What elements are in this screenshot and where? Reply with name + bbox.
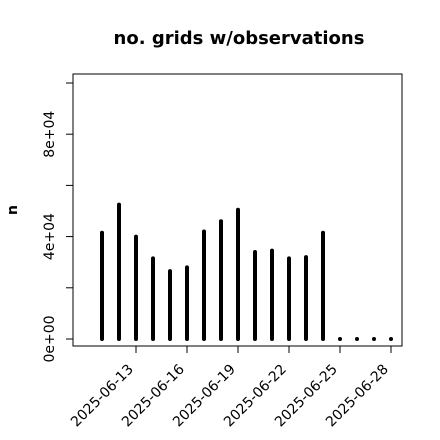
y-tick-label: 8e+04 [42,111,58,158]
bar [338,337,342,341]
y-axis-label: n [5,205,21,215]
bar [355,337,359,341]
y-tick-label: 4e+04 [42,213,58,260]
bar [389,337,393,341]
bar [372,337,376,341]
bars [100,202,393,341]
y-tick-label: 0e+00 [42,315,58,362]
x-axis: 2025-06-132025-06-162025-06-192025-06-22… [68,345,392,430]
y-axis: 0e+00 4e+04 8e+04 [42,82,74,363]
chart-title: no. grids w/observations [114,28,365,49]
